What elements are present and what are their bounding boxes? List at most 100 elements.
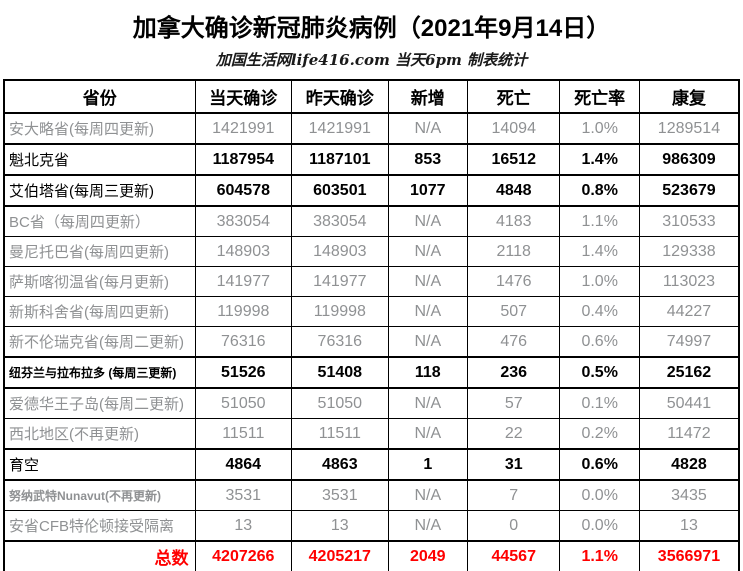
province-name: 纽芬兰与拉布拉多 (每周三更新) [3, 356, 196, 389]
cell-death-rate: 0.0% [559, 479, 640, 511]
cell-death-rate: 1.1% [559, 540, 640, 571]
province-name: 总数 [3, 540, 196, 571]
table-row: 西北地区(不再更新) 11511 11511 N/A 22 0.2% 11472 [3, 418, 740, 450]
cell-deaths: 44567 [466, 540, 561, 571]
table-row: 新斯科舍省(每周四更新) 119998 119998 N/A 507 0.4% 44227 [3, 296, 740, 327]
province-name: 西北地区(不再更新) [3, 418, 196, 450]
cell-today: 383054 [194, 205, 293, 237]
cell-deaths: 57 [466, 387, 561, 419]
table-row: 曼尼托巴省(每周四更新) 148903 148903 N/A 2118 1.4% 12933… [3, 236, 740, 267]
cell-death-rate: 1.4% [559, 143, 640, 176]
cell-death-rate: 0.6% [559, 326, 640, 358]
cell-yesterday: 603501 [291, 174, 389, 207]
cell-yesterday: 4863 [291, 448, 389, 481]
cell-today: 141977 [194, 266, 293, 297]
cell-today: 4207266 [194, 540, 293, 571]
province-name: 爱德华王子岛(每周二更新) [3, 387, 196, 419]
col-header-yesterday: 昨天确诊 [291, 79, 389, 114]
cell-new: N/A [387, 266, 468, 297]
cell-new: N/A [387, 296, 468, 327]
cell-new: N/A [387, 418, 468, 450]
cell-today: 13 [194, 510, 293, 542]
cell-yesterday: 1421991 [291, 112, 389, 145]
cell-yesterday: 383054 [291, 205, 389, 237]
table-row: BC省（每周四更新） 383054 383054 N/A 4183 1.1% 310533 [3, 205, 740, 237]
province-name: 萨斯喀彻温省(每月更新) [3, 266, 196, 297]
cell-new: N/A [387, 510, 468, 542]
cell-deaths: 4848 [466, 174, 561, 207]
cell-deaths: 476 [466, 326, 561, 358]
cell-deaths: 2118 [466, 236, 561, 267]
cell-recovered: 13 [638, 510, 740, 542]
cell-death-rate: 1.4% [559, 236, 640, 267]
cell-recovered: 74997 [638, 326, 740, 358]
cell-yesterday: 76316 [291, 326, 389, 358]
cell-deaths: 236 [466, 356, 561, 389]
cell-yesterday: 3531 [291, 479, 389, 511]
table-header: 省份 当天确诊 昨天确诊 新增 死亡 死亡率 康复 [3, 79, 740, 114]
cell-yesterday: 11511 [291, 418, 389, 450]
covid-stats-page: 加拿大确诊新冠肺炎病例（2021年9月14日） 加国生活网life416.com… [3, 0, 740, 571]
cell-new: 1077 [387, 174, 468, 207]
covid-cases-table: 省份 当天确诊 昨天确诊 新增 死亡 死亡率 康复 安大略省(每周四更新) 142… [3, 79, 740, 571]
cell-deaths: 22 [466, 418, 561, 450]
cell-new: 2049 [387, 540, 468, 571]
table-row: 艾伯塔省(每周三更新) 604578 603501 1077 4848 0.8% 52367… [3, 174, 740, 207]
cell-death-rate: 0.0% [559, 510, 640, 542]
cell-recovered: 113023 [638, 266, 740, 297]
province-name: 新斯科舍省(每周四更新) [3, 296, 196, 327]
cell-death-rate: 0.1% [559, 387, 640, 419]
cell-today: 51526 [194, 356, 293, 389]
table-body: 安大略省(每周四更新) 1421991 1421991 N/A 14094 1.0% 128… [3, 112, 740, 571]
table-row: 爱德华王子岛(每周二更新) 51050 51050 N/A 57 0.1% 50441 [3, 387, 740, 419]
cell-death-rate: 0.4% [559, 296, 640, 327]
header-row: 省份 当天确诊 昨天确诊 新增 死亡 死亡率 康复 [3, 79, 740, 114]
col-header-death-rate: 死亡率 [559, 79, 640, 114]
cell-yesterday: 148903 [291, 236, 389, 267]
cell-yesterday: 4205217 [291, 540, 389, 571]
table-row: 新不伦瑞克省(每周二更新) 76316 76316 N/A 476 0.6% 74997 [3, 326, 740, 358]
cell-recovered: 25162 [638, 356, 740, 389]
table-row: 魁北克省 1187954 1187101 853 16512 1.4% 986309 [3, 143, 740, 176]
cell-new: 1 [387, 448, 468, 481]
cell-deaths: 31 [466, 448, 561, 481]
cell-new: 118 [387, 356, 468, 389]
province-name: 艾伯塔省(每周三更新) [3, 174, 196, 207]
col-header-today: 当天确诊 [194, 79, 293, 114]
province-name: 育空 [3, 448, 196, 481]
cell-deaths: 14094 [466, 112, 561, 145]
cell-yesterday: 119998 [291, 296, 389, 327]
province-name: 努纳武特Nunavut(不再更新) [3, 479, 196, 511]
cell-today: 11511 [194, 418, 293, 450]
cell-today: 76316 [194, 326, 293, 358]
province-name: 安大略省(每周四更新) [3, 112, 196, 145]
cell-death-rate: 0.6% [559, 448, 640, 481]
cell-new: N/A [387, 112, 468, 145]
cell-yesterday: 13 [291, 510, 389, 542]
cell-recovered: 129338 [638, 236, 740, 267]
cell-today: 604578 [194, 174, 293, 207]
cell-deaths: 1476 [466, 266, 561, 297]
cell-deaths: 507 [466, 296, 561, 327]
cell-recovered: 523679 [638, 174, 740, 207]
page-title: 加拿大确诊新冠肺炎病例（2021年9月14日） [132, 15, 611, 42]
col-header-new: 新增 [387, 79, 468, 114]
cell-today: 3531 [194, 479, 293, 511]
cell-deaths: 16512 [466, 143, 561, 176]
province-name: 新不伦瑞克省(每周二更新) [3, 326, 196, 358]
col-header-province: 省份 [3, 79, 196, 114]
cell-recovered: 310533 [638, 205, 740, 237]
cell-deaths: 0 [466, 510, 561, 542]
cell-new: N/A [387, 479, 468, 511]
cell-today: 119998 [194, 296, 293, 327]
table-row: 萨斯喀彻温省(每月更新) 141977 141977 N/A 1476 1.0% 11302… [3, 266, 740, 297]
cell-today: 1187954 [194, 143, 293, 176]
cell-new: N/A [387, 205, 468, 237]
cell-today: 4864 [194, 448, 293, 481]
cell-yesterday: 51408 [291, 356, 389, 389]
table-row: 安大略省(每周四更新) 1421991 1421991 N/A 14094 1.0% 128… [3, 112, 740, 145]
province-name: 魁北克省 [3, 143, 196, 176]
table-row: 安省CFB特伦顿接受隔离 13 13 N/A 0 0.0% 13 [3, 510, 740, 542]
cell-death-rate: 0.5% [559, 356, 640, 389]
table-row: 纽芬兰与拉布拉多 (每周三更新) 51526 51408 118 236 0.5% 2516… [3, 356, 740, 389]
